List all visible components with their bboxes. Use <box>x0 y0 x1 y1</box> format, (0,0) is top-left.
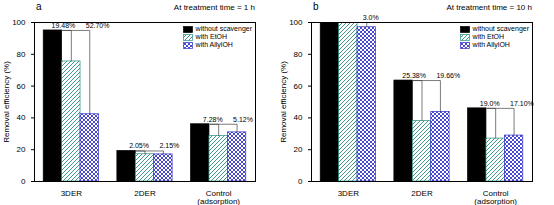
svg-text:Control(adsorption): Control(adsorption) <box>197 189 240 205</box>
svg-text:2.15%: 2.15% <box>159 142 179 149</box>
html-text:with EtOH: with EtOH <box>472 33 505 40</box>
svg-text:20: 20 <box>294 145 303 154</box>
svg-text:40: 40 <box>294 113 303 122</box>
html-text:without scavenger: without scavenger <box>472 25 529 32</box>
svg-text:3DER: 3DER <box>61 189 83 198</box>
html-text:with EtOH: with EtOH <box>195 33 228 40</box>
svg-text:3.0%: 3.0% <box>363 14 379 21</box>
html-text:At treatment time = 10 h: At treatment time = 10 h <box>446 3 532 12</box>
html-text:without scavenger: without scavenger <box>195 25 252 32</box>
svg-text:80: 80 <box>17 50 26 59</box>
html-text:a: a <box>36 1 42 12</box>
svg-text:60: 60 <box>294 82 303 91</box>
svg-text:19.66%: 19.66% <box>436 72 460 79</box>
svg-text:0: 0 <box>21 177 26 186</box>
svg-text:20: 20 <box>17 145 26 154</box>
svg-text:3DER: 3DER <box>338 189 360 198</box>
svg-text:17.10%: 17.10% <box>510 100 534 107</box>
svg-text:80: 80 <box>294 50 303 59</box>
svg-text:60: 60 <box>17 82 26 91</box>
svg-text:2DER: 2DER <box>411 189 433 198</box>
svg-text:Removal efficiency (%): Removal efficiency (%) <box>2 61 11 143</box>
svg-text:19.48%: 19.48% <box>51 21 76 29</box>
svg-text:52.70%: 52.70% <box>85 21 110 29</box>
svg-text:Removal efficiency (%): Removal efficiency (%) <box>279 61 288 143</box>
svg-text:40: 40 <box>17 113 26 122</box>
svg-text:100: 100 <box>289 18 303 27</box>
svg-text:25.38%: 25.38% <box>402 72 426 79</box>
html-text:At treatment time = 1 h: At treatment time = 1 h <box>173 3 255 12</box>
html-text:with AllylOH: with AllylOH <box>195 41 233 48</box>
svg-text:7.28%: 7.28% <box>203 116 223 123</box>
html-text:with AllylOH: with AllylOH <box>472 41 510 48</box>
svg-text:19.0%: 19.0% <box>480 100 500 107</box>
svg-text:100: 100 <box>12 18 26 27</box>
svg-text:2DER: 2DER <box>134 189 156 198</box>
svg-text:Control(adsorption): Control(adsorption) <box>474 189 517 205</box>
html-text:b: b <box>313 1 319 12</box>
svg-text:5.12%: 5.12% <box>233 116 253 123</box>
svg-text:2.05%: 2.05% <box>129 142 149 149</box>
svg-text:0: 0 <box>298 177 303 186</box>
